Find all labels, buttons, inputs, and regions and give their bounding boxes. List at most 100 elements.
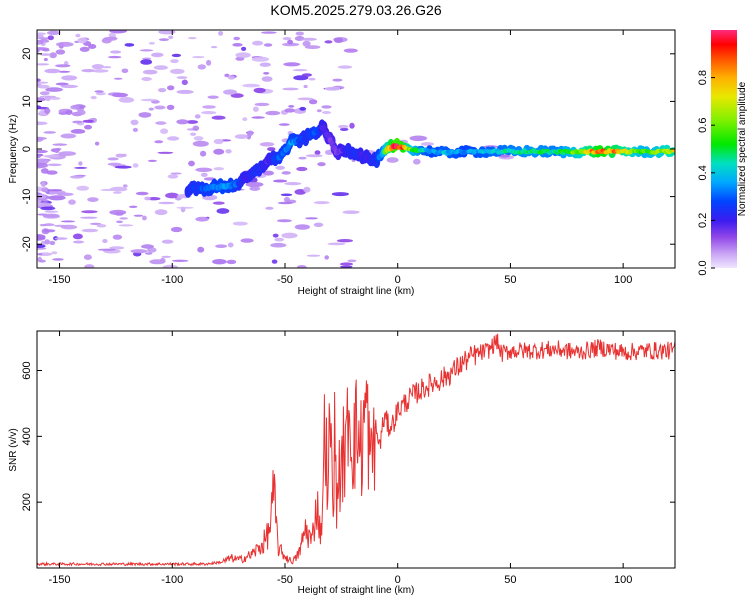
noise-blob bbox=[109, 30, 127, 34]
colorbar-gradient bbox=[711, 30, 737, 268]
colorbar: 0.0 0.2 0.4 0.6 0.8 Normalized spectral ampl… bbox=[697, 30, 748, 276]
snr-xtick-label: -100 bbox=[161, 574, 183, 586]
noise-blob bbox=[157, 151, 174, 154]
noise-blob bbox=[265, 206, 274, 210]
noise-blob bbox=[287, 39, 294, 45]
noise-blob bbox=[321, 105, 332, 109]
chart-title: KOM5.2025.279.03.26.G26 bbox=[270, 2, 441, 18]
noise-blob bbox=[270, 242, 287, 248]
noise-blob bbox=[70, 129, 86, 134]
noise-blob bbox=[43, 223, 55, 227]
noise-blob bbox=[119, 217, 128, 220]
noise-blob bbox=[102, 66, 112, 69]
noise-blob bbox=[49, 96, 61, 100]
noise-blob bbox=[302, 40, 311, 47]
noise-blob bbox=[148, 107, 154, 111]
noise-blob bbox=[170, 172, 182, 175]
noise-blob bbox=[72, 120, 83, 124]
noise-blob bbox=[43, 229, 56, 233]
snr-xtick-label: 100 bbox=[614, 574, 632, 586]
noise-blob bbox=[262, 170, 275, 176]
noise-blob bbox=[124, 43, 135, 47]
noise-blob bbox=[132, 127, 138, 132]
noise-blob bbox=[77, 37, 88, 44]
noise-blob bbox=[91, 69, 109, 73]
noise-blob bbox=[201, 111, 217, 115]
noise-blob bbox=[154, 140, 164, 144]
noise-blob bbox=[171, 259, 189, 262]
colorbar-tick-label: 0.4 bbox=[697, 165, 709, 180]
noise-blob bbox=[47, 195, 66, 201]
noise-blob bbox=[277, 201, 293, 205]
spectrogram-y-label: Frequency (Hz) bbox=[8, 115, 19, 184]
noise-blob bbox=[206, 59, 212, 66]
noise-blob bbox=[87, 197, 99, 203]
noise-blob bbox=[294, 189, 307, 195]
noise-blob bbox=[386, 157, 399, 163]
spectrogram-xtick-label: -50 bbox=[277, 274, 293, 286]
noise-blob bbox=[148, 42, 155, 45]
noise-blob bbox=[342, 210, 360, 214]
noise-blob bbox=[44, 108, 51, 114]
noise-blob bbox=[38, 37, 50, 40]
noise-blob bbox=[176, 206, 194, 209]
noise-blob bbox=[46, 30, 61, 35]
noise-blob bbox=[499, 154, 511, 158]
noise-blob bbox=[55, 49, 66, 55]
noise-blob bbox=[327, 242, 346, 246]
noise-blob bbox=[223, 89, 237, 95]
noise-blob bbox=[108, 55, 122, 59]
noise-blob bbox=[186, 120, 199, 124]
noise-blob bbox=[261, 76, 273, 82]
snr-xtick-label: 0 bbox=[395, 574, 401, 586]
noise-blob bbox=[308, 99, 318, 105]
noise-blob bbox=[37, 154, 41, 159]
noise-blob bbox=[57, 70, 71, 73]
noise-blob bbox=[37, 81, 49, 84]
noise-blob bbox=[339, 127, 349, 131]
noise-blob bbox=[194, 114, 201, 119]
noise-blob bbox=[301, 37, 317, 41]
noise-blob bbox=[242, 117, 248, 122]
noise-blob bbox=[39, 259, 46, 263]
noise-blob bbox=[42, 48, 50, 52]
noise-blob bbox=[316, 109, 322, 113]
noise-blob bbox=[317, 162, 326, 167]
noise-blob bbox=[170, 59, 179, 64]
noise-blob bbox=[252, 40, 264, 46]
noise-blob bbox=[145, 252, 153, 255]
noise-blob bbox=[347, 259, 357, 263]
noise-blob bbox=[82, 119, 94, 123]
noise-blob bbox=[39, 53, 52, 56]
noise-blob bbox=[303, 186, 311, 193]
noise-blob bbox=[37, 84, 50, 89]
noise-blob bbox=[60, 224, 78, 230]
noise-blob bbox=[141, 244, 154, 249]
noise-blob bbox=[37, 202, 52, 208]
noise-blob bbox=[240, 238, 254, 243]
noise-blob bbox=[118, 97, 135, 103]
noise-blob bbox=[324, 86, 341, 91]
noise-blob bbox=[154, 105, 166, 110]
spectrogram-xtick-label: 100 bbox=[614, 274, 632, 286]
snr-x-ticks: -150 -100 -50 0 50 100 bbox=[49, 331, 632, 586]
noise-blob bbox=[81, 228, 99, 233]
noise-blob bbox=[234, 134, 249, 140]
noise-blob bbox=[192, 140, 209, 147]
noise-blob bbox=[52, 258, 64, 261]
noise-blob bbox=[52, 143, 68, 146]
noise-blob bbox=[161, 239, 174, 244]
noise-blob bbox=[253, 106, 259, 112]
noise-blob bbox=[47, 163, 62, 167]
noise-blob bbox=[46, 170, 58, 175]
colorbar-ticks: 0.0 0.2 0.4 0.6 0.8 bbox=[697, 70, 715, 276]
noise-blob bbox=[197, 246, 205, 253]
noise-blob bbox=[47, 189, 63, 192]
colorbar-tick-label: 0.6 bbox=[697, 118, 709, 133]
noise-blob bbox=[81, 69, 96, 73]
colorbar-tick-label: 0.8 bbox=[697, 70, 709, 85]
noise-blob bbox=[299, 106, 307, 111]
noise-blob bbox=[144, 196, 151, 201]
noise-blob bbox=[224, 73, 230, 78]
noise-blob bbox=[57, 192, 74, 196]
